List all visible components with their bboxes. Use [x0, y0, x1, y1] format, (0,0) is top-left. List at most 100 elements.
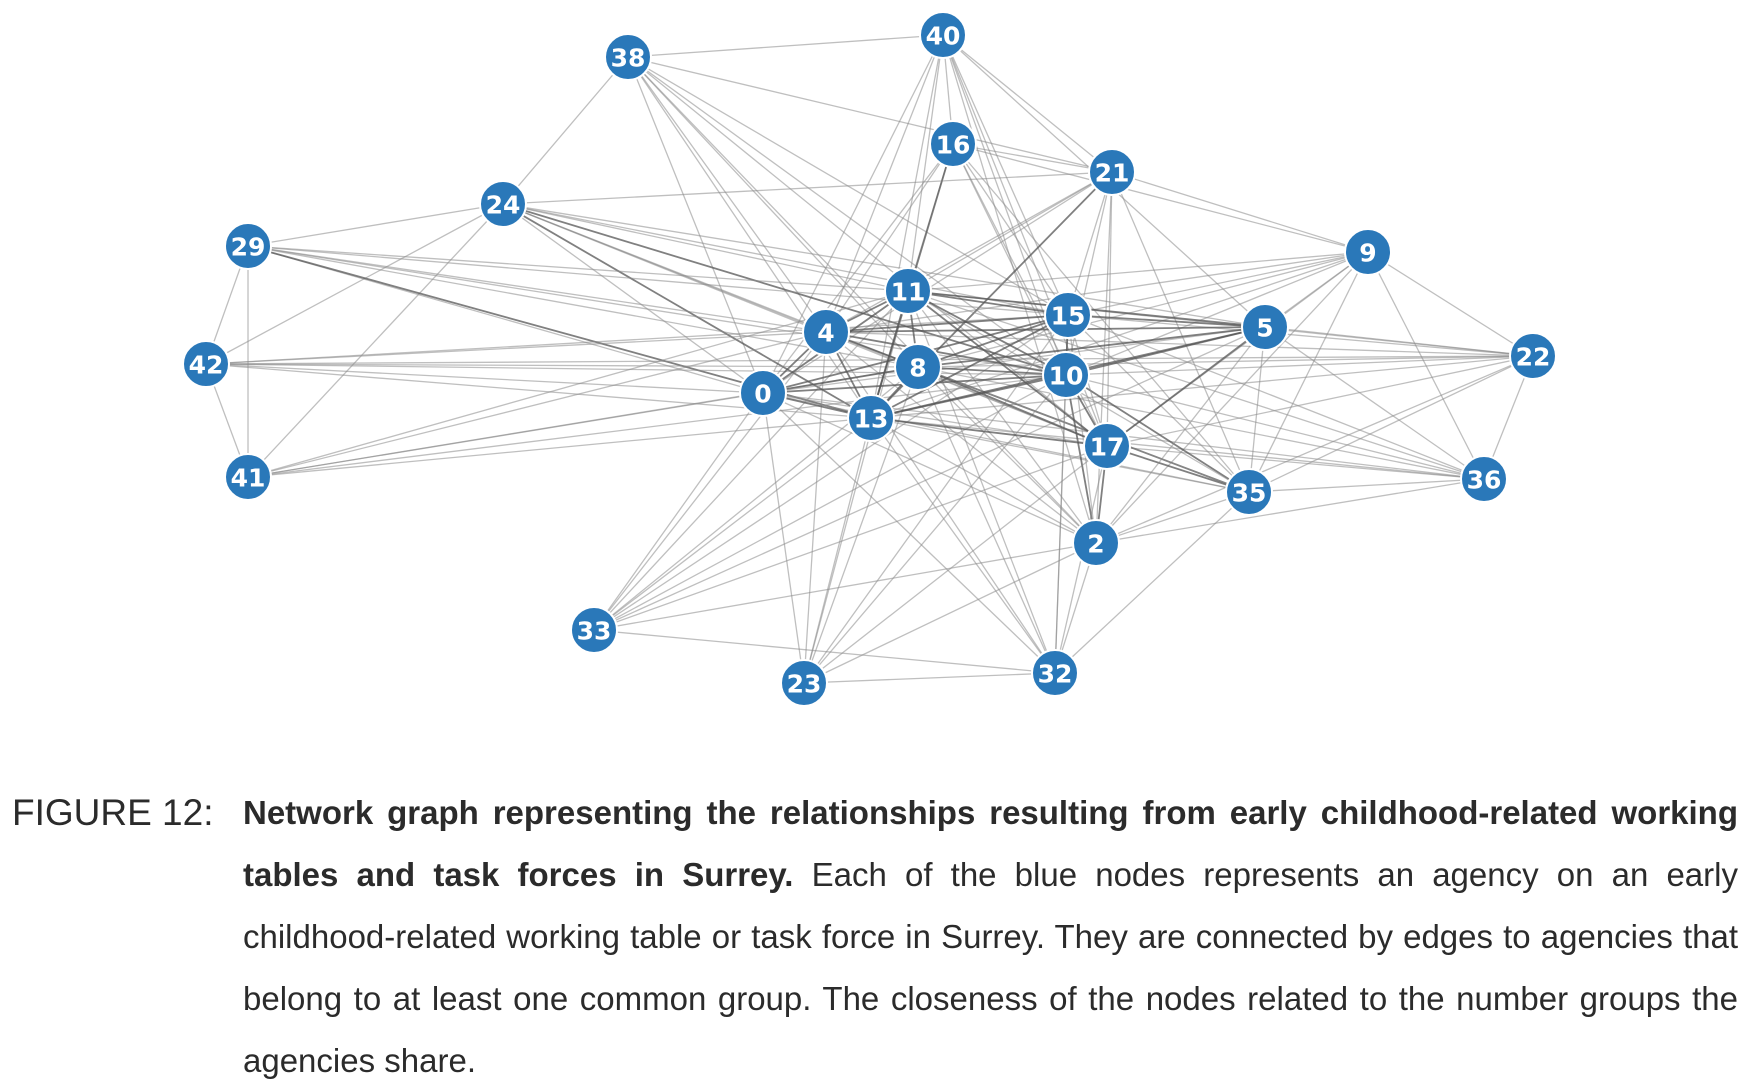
edge-0-17	[762, 392, 1108, 447]
edge-23-4	[803, 331, 827, 684]
edge-2-5	[1095, 326, 1266, 544]
edge-2-11	[907, 290, 1097, 544]
node-circle	[1509, 332, 1557, 380]
edge-2-23	[803, 542, 1097, 684]
edge-38-21	[627, 56, 1113, 173]
edge-40-2	[942, 34, 1097, 544]
node-label: 5	[1256, 314, 1273, 343]
edge-4-10	[825, 331, 1067, 376]
edge-42-15	[205, 314, 1069, 365]
edge-33-4	[593, 331, 827, 631]
edge-29-4	[247, 245, 827, 333]
node-label: 11	[891, 278, 926, 307]
edge-38-8	[627, 56, 919, 368]
edge-36-10	[1065, 374, 1485, 480]
node-label: 10	[1049, 362, 1084, 391]
node-circle	[847, 394, 895, 442]
edge-32-0	[762, 392, 1056, 674]
node-circle	[1031, 649, 1079, 697]
node-circle	[802, 308, 850, 356]
edge-33-11	[593, 290, 909, 631]
edge-36-5	[1264, 326, 1485, 480]
edge-42-0	[205, 363, 764, 394]
edge-36-11	[907, 290, 1485, 480]
edge-22-17	[1106, 355, 1534, 447]
edge-2-13	[870, 417, 1097, 544]
edge-33-5	[593, 326, 1266, 631]
node-label: 16	[936, 131, 971, 160]
node-label: 40	[926, 22, 961, 51]
edge-24-10	[502, 203, 1067, 376]
figure-label: FIGURE 12:	[12, 792, 214, 833]
edge-11-15	[907, 290, 1069, 316]
node-23: 23	[780, 659, 828, 707]
node-32: 32	[1031, 649, 1079, 697]
edge-35-0	[762, 392, 1250, 493]
edge-22-10	[1065, 355, 1534, 376]
edge-13-17	[870, 417, 1108, 447]
edge-21-4	[825, 171, 1113, 333]
node-label: 4	[817, 319, 834, 348]
edge-35-32	[1054, 491, 1250, 674]
node-circle	[1042, 351, 1090, 399]
node-circle	[224, 222, 272, 270]
edge-35-17	[1106, 445, 1250, 493]
node-label: 13	[854, 405, 889, 434]
edge-4-5	[825, 326, 1266, 333]
edge-24-15	[502, 203, 1069, 316]
node-13: 13	[847, 394, 895, 442]
edge-36-2	[1095, 478, 1485, 544]
node-circle	[182, 340, 230, 388]
edge-40-0	[762, 34, 944, 394]
node-38: 38	[604, 33, 652, 81]
node-label: 15	[1051, 302, 1086, 331]
edge-21-35	[1111, 171, 1250, 493]
edge-33-0	[593, 392, 764, 631]
edge-23-17	[803, 445, 1108, 684]
edge-9-8	[917, 251, 1369, 368]
node-label: 36	[1467, 466, 1502, 495]
edge-38-4	[627, 56, 827, 333]
edge-33-15	[593, 314, 1069, 631]
edge-33-13	[593, 417, 872, 631]
edge-35-10	[1065, 374, 1250, 493]
edge-23-15	[803, 314, 1069, 684]
edge-10-5	[1065, 326, 1266, 376]
edge-23-8	[803, 366, 919, 684]
node-21: 21	[1088, 148, 1136, 196]
edge-16-21	[952, 143, 1113, 173]
node-label: 0	[754, 380, 771, 409]
edge-21-11	[907, 171, 1113, 292]
edge-8-17	[917, 366, 1108, 447]
edge-9-15	[1067, 251, 1369, 316]
edge-24-5	[502, 203, 1266, 328]
node-label: 35	[1232, 479, 1267, 508]
edge-2-33	[593, 542, 1097, 631]
edge-11-10	[907, 290, 1067, 376]
node-circle	[894, 343, 942, 391]
node-circle	[739, 369, 787, 417]
edge-21-9	[1111, 171, 1369, 253]
node-label: 24	[486, 191, 521, 220]
node-label: 41	[231, 464, 266, 493]
edge-9-10	[1065, 251, 1369, 376]
edge-35-5	[1248, 326, 1266, 493]
edge-32-8	[917, 366, 1056, 674]
edge-41-11	[247, 290, 909, 478]
edge-2-0	[762, 392, 1097, 544]
edge-8-10	[917, 366, 1067, 376]
edge-17-5	[1106, 326, 1266, 447]
node-label: 23	[787, 670, 822, 699]
edge-33-10	[593, 374, 1067, 631]
edge-29-11	[247, 245, 909, 292]
node-42: 42	[182, 340, 230, 388]
edge-24-29	[247, 203, 504, 247]
node-circle	[1225, 468, 1273, 516]
edge-22-2	[1095, 355, 1534, 544]
edge-9-4	[825, 251, 1369, 333]
node-circle	[780, 659, 828, 707]
edge-36-35	[1248, 478, 1485, 493]
edge-40-15	[942, 34, 1069, 316]
